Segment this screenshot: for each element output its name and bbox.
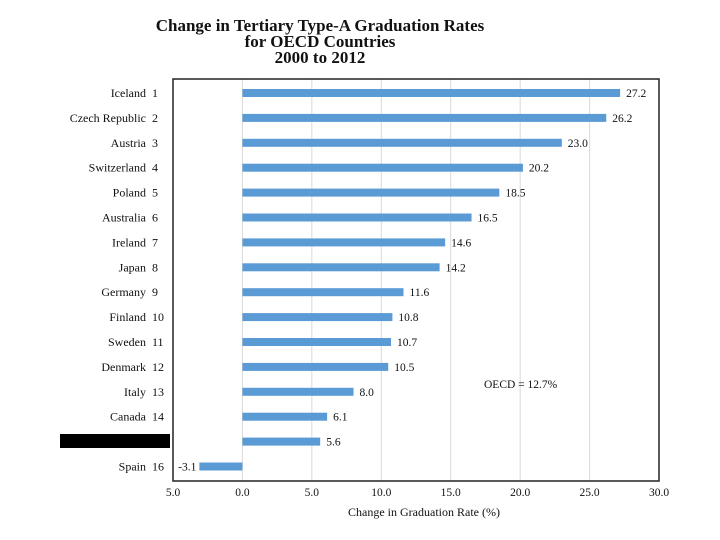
- x-tick-label: 30.0: [649, 487, 669, 499]
- x-tick-label: 5.0: [166, 487, 181, 499]
- value-label: -3.1: [178, 462, 196, 474]
- chart-title: Change in Tertiary Type-A Graduation Rat…: [0, 16, 640, 67]
- value-label: 26.2: [612, 113, 632, 125]
- category-label: Sweden: [108, 335, 146, 349]
- category-label: Austria: [111, 136, 147, 150]
- rank-label: 13: [152, 385, 164, 399]
- category-label: Japan: [119, 260, 146, 274]
- category-label: Finland: [109, 310, 146, 324]
- rank-label: 12: [152, 360, 164, 374]
- chart-title-line-2: for OECD Countries: [244, 32, 396, 51]
- bar: [242, 113, 607, 122]
- category-labels: Iceland 1 Czech Republic 2 Austria 3 Switzerla…: [70, 86, 164, 474]
- rank-label: 4: [152, 161, 158, 175]
- rank-label: 11: [152, 335, 164, 349]
- bar: [242, 437, 321, 446]
- value-label: 16.5: [478, 213, 498, 225]
- x-tick-labels: 5.0 0.0 5.0 10.0 15.0 20.0 25.0 30.0: [166, 487, 670, 499]
- oecd-annotation: OECD = 12.7%: [484, 379, 558, 391]
- rank-label: 14: [152, 410, 164, 424]
- value-label: 14.2: [446, 262, 466, 274]
- value-label: 18.5: [505, 188, 525, 200]
- bar: [242, 213, 472, 222]
- bar: [242, 263, 440, 272]
- rank-label: 7: [152, 235, 158, 249]
- category-label: Ireland: [112, 235, 146, 249]
- value-label: 14.6: [451, 237, 471, 249]
- rank-label: 9: [152, 285, 158, 299]
- x-tick-label: 15.0: [441, 487, 461, 499]
- bar: [242, 313, 393, 322]
- redacted-label: [60, 434, 170, 448]
- category-label: Italy: [124, 385, 146, 399]
- bar: [242, 412, 328, 421]
- x-axis-label: Change in Graduation Rate (%): [348, 505, 500, 519]
- value-label: 11.6: [410, 287, 430, 299]
- value-label: 20.2: [529, 163, 549, 175]
- chart-title-line-1: Change in Tertiary Type-A Graduation Rat…: [155, 16, 485, 35]
- category-label: Spain: [119, 460, 146, 474]
- value-label: 10.5: [394, 362, 414, 374]
- rank-label: 5: [152, 186, 158, 200]
- rank-label: 6: [152, 211, 158, 225]
- category-label: Germany: [101, 285, 146, 299]
- bar: [242, 288, 404, 297]
- value-label: 5.6: [326, 437, 341, 449]
- x-tick-label: 0.0: [235, 487, 250, 499]
- category-label: Czech Republic: [70, 111, 146, 125]
- value-label: 10.8: [398, 312, 418, 324]
- rank-label: 10: [152, 310, 164, 324]
- bar: [242, 188, 500, 197]
- bar: [242, 163, 523, 172]
- x-tick-label: 10.0: [371, 487, 391, 499]
- rank-label: 3: [152, 136, 158, 150]
- bar: [199, 462, 243, 471]
- bar: [242, 89, 621, 97]
- value-label: 10.7: [397, 337, 417, 349]
- category-label: Poland: [113, 186, 146, 200]
- category-label: Australia: [102, 211, 147, 225]
- rank-label: 1: [152, 86, 158, 100]
- x-tick-label: 25.0: [580, 487, 600, 499]
- x-tick-label: 20.0: [510, 487, 530, 499]
- category-label: Denmark: [101, 360, 146, 374]
- category-label: Iceland: [111, 86, 146, 100]
- value-label: 27.2: [626, 88, 646, 100]
- category-label: Switzerland: [89, 161, 146, 175]
- bar: [242, 387, 354, 396]
- chart-title-line-3: 2000 to 2012: [274, 48, 366, 67]
- plot-frame: [172, 78, 660, 482]
- value-label: 8.0: [360, 387, 375, 399]
- category-label: Canada: [110, 410, 147, 424]
- rank-label: 8: [152, 260, 158, 274]
- bars: 27.2 26.2 23.0 20.2 18.5 16.5 14.6 14.2 11.6 10.8…: [178, 88, 646, 474]
- bar: [242, 238, 446, 247]
- rank-label: 2: [152, 111, 158, 125]
- rank-label: 16: [152, 460, 164, 474]
- value-label: 23.0: [568, 138, 588, 150]
- x-tick-label: 5.0: [305, 487, 320, 499]
- value-label: 6.1: [333, 412, 348, 424]
- bar: [242, 338, 392, 346]
- bar: [242, 138, 562, 147]
- bar: [242, 362, 389, 371]
